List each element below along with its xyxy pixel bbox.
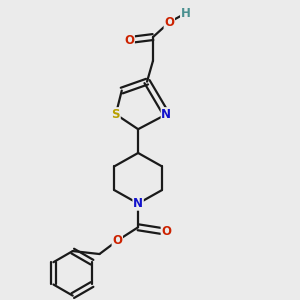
Text: O: O [161,225,171,238]
Text: H: H [181,7,190,20]
Text: O: O [112,234,122,247]
Text: N: N [133,197,143,210]
Text: S: S [112,108,120,121]
Text: N: N [161,108,171,121]
Text: O: O [124,34,134,46]
Text: O: O [164,16,174,29]
